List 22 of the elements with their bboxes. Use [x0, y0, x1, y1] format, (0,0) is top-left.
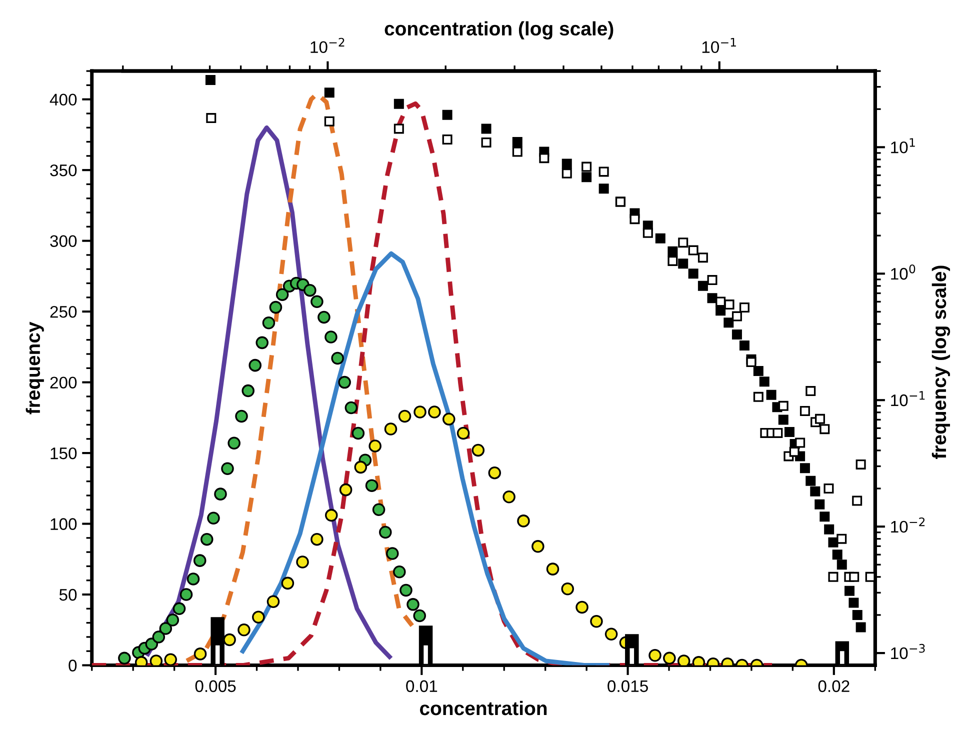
- y-tick-label: 10$^{1}$: [891, 138, 915, 154]
- y-tick-label: 100: [50, 518, 77, 530]
- y-tick-label: 350: [50, 164, 77, 176]
- y-tick-label: 10$^{−1}$: [891, 391, 925, 406]
- y-axis-title: frequency (log scale): [932, 266, 950, 459]
- x-tick-label: 0.02: [818, 680, 850, 692]
- x-tick-label: 0.005: [195, 680, 236, 692]
- x-axis-title: concentration (log scale): [384, 21, 614, 40]
- y-axis-title: frequency: [26, 322, 44, 414]
- y-tick-label: 10$^{0}$: [891, 264, 916, 280]
- x-tick-label: 0.01: [406, 680, 438, 692]
- y-tick-label: 10$^{−3}$: [891, 644, 925, 660]
- x-axis-title: concentration: [420, 700, 547, 716]
- y-tick-label: 0: [68, 660, 77, 672]
- y-tick-label: 200: [50, 376, 77, 388]
- y-tick-label: 10$^{−2}$: [891, 517, 925, 533]
- y-tick-label: 300: [50, 235, 77, 248]
- y-tick-label: 400: [50, 94, 77, 106]
- x-tick-label: 0.015: [608, 680, 648, 692]
- y-tick-label: 50: [59, 588, 77, 601]
- y-tick-label: 150: [50, 447, 77, 460]
- y-tick-label: 250: [50, 306, 77, 318]
